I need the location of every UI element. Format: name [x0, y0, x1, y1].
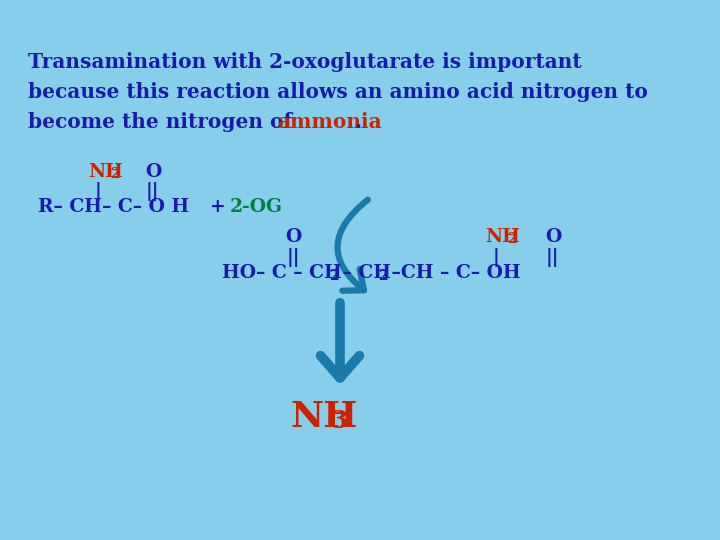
- Text: +: +: [210, 198, 226, 216]
- Text: NH: NH: [290, 400, 357, 434]
- Text: NH: NH: [88, 163, 123, 181]
- FancyArrowPatch shape: [320, 303, 359, 378]
- Text: ammonia: ammonia: [277, 112, 382, 132]
- Text: Transamination with 2-oxoglutarate is important: Transamination with 2-oxoglutarate is im…: [28, 52, 582, 72]
- Text: O: O: [545, 228, 562, 246]
- Text: O: O: [145, 163, 161, 181]
- Text: |: |: [493, 248, 500, 267]
- Text: NH: NH: [485, 228, 520, 246]
- Text: |: |: [95, 182, 102, 201]
- Text: 2: 2: [110, 167, 120, 181]
- Text: 2: 2: [329, 269, 338, 283]
- Text: 3: 3: [330, 409, 347, 433]
- Text: –CH – C– OH: –CH – C– OH: [385, 264, 521, 282]
- Text: ||: ||: [546, 248, 559, 267]
- Text: – CH: – CH: [336, 264, 391, 282]
- Text: 2: 2: [378, 269, 387, 283]
- FancyArrowPatch shape: [338, 200, 368, 291]
- Text: HO– C – CH: HO– C – CH: [222, 264, 342, 282]
- Text: .: .: [354, 112, 361, 132]
- Text: ||: ||: [287, 248, 300, 267]
- Text: O: O: [285, 228, 301, 246]
- Text: become the nitrogen of: become the nitrogen of: [28, 112, 299, 132]
- Text: because this reaction allows an amino acid nitrogen to: because this reaction allows an amino ac…: [28, 82, 648, 102]
- Text: R– CH– C– O H: R– CH– C– O H: [38, 198, 189, 216]
- Text: 2: 2: [507, 232, 517, 246]
- Text: ||: ||: [146, 182, 160, 201]
- Text: 2-OG: 2-OG: [230, 198, 283, 216]
